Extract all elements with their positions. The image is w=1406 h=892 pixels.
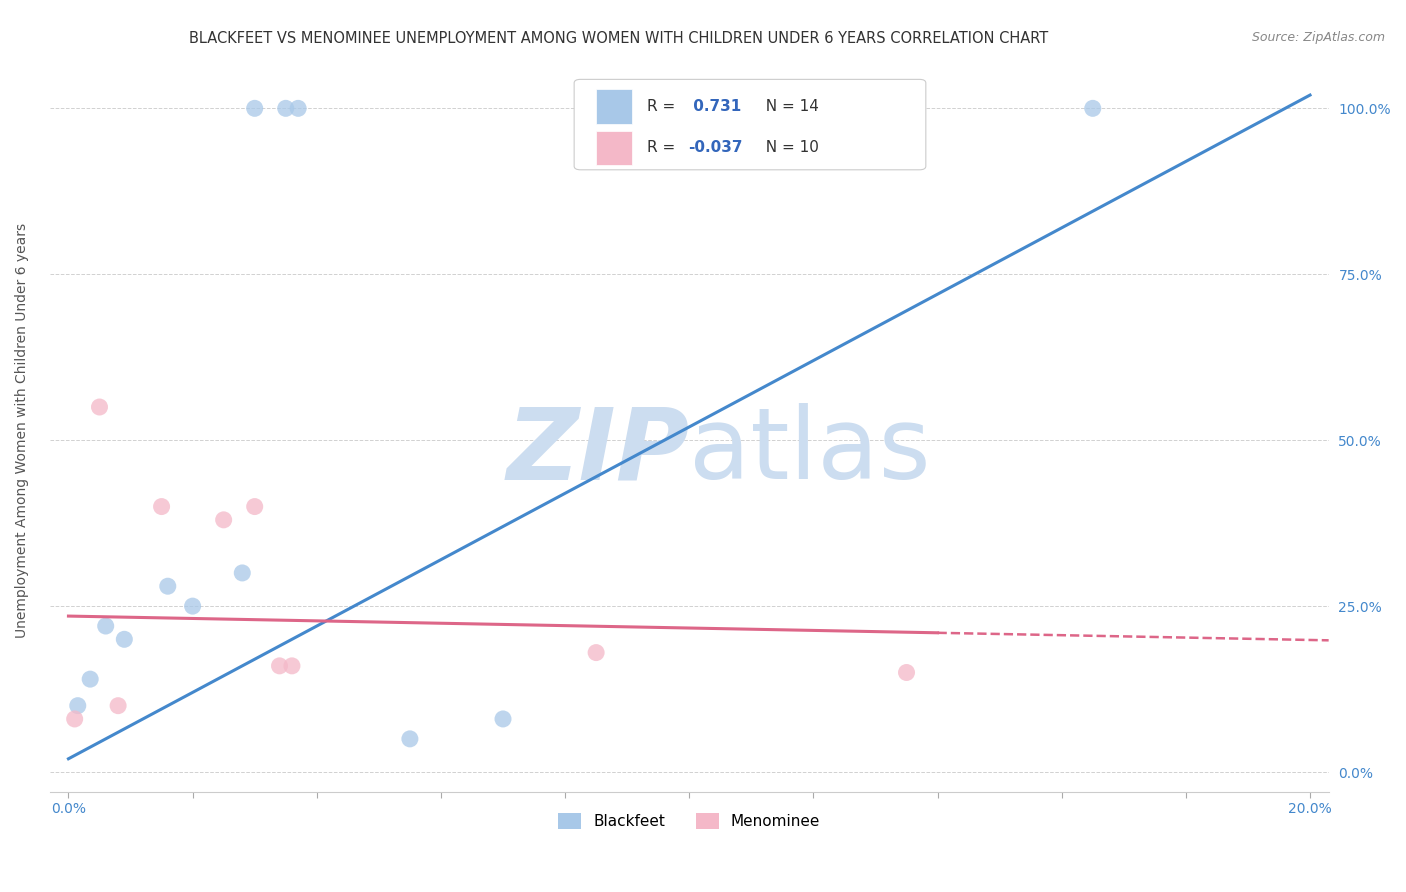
Point — [66, 698, 89, 713]
FancyBboxPatch shape — [596, 89, 631, 124]
Point — [63, 712, 86, 726]
Point — [212, 513, 235, 527]
Text: atlas: atlas — [689, 403, 931, 500]
Point — [89, 400, 111, 414]
FancyBboxPatch shape — [574, 79, 925, 169]
Text: R =: R = — [647, 99, 681, 114]
Y-axis label: Unemployment Among Women with Children Under 6 years: Unemployment Among Women with Children U… — [15, 223, 30, 638]
Text: -0.037: -0.037 — [688, 140, 742, 155]
Point — [156, 579, 179, 593]
Point — [79, 672, 101, 686]
Text: N = 14: N = 14 — [756, 99, 818, 114]
Legend: Blackfeet, Menominee: Blackfeet, Menominee — [553, 806, 827, 835]
Point — [112, 632, 135, 647]
Text: Source: ZipAtlas.com: Source: ZipAtlas.com — [1251, 31, 1385, 45]
Point — [274, 101, 297, 115]
FancyBboxPatch shape — [596, 130, 631, 165]
Point — [181, 599, 204, 614]
Point — [585, 646, 607, 660]
Point — [243, 500, 266, 514]
Text: N = 10: N = 10 — [756, 140, 818, 155]
Point — [231, 566, 253, 580]
Point — [709, 101, 731, 115]
Point — [399, 731, 422, 746]
Text: ZIP: ZIP — [506, 403, 689, 500]
Point — [150, 500, 173, 514]
Point — [1081, 101, 1104, 115]
Point — [287, 101, 309, 115]
Point — [94, 619, 117, 633]
Point — [896, 665, 918, 680]
Point — [492, 712, 515, 726]
Point — [243, 101, 266, 115]
Point — [107, 698, 129, 713]
Point — [269, 658, 291, 673]
Text: 0.731: 0.731 — [688, 99, 741, 114]
Point — [281, 658, 304, 673]
Text: R =: R = — [647, 140, 681, 155]
Text: BLACKFEET VS MENOMINEE UNEMPLOYMENT AMONG WOMEN WITH CHILDREN UNDER 6 YEARS CORR: BLACKFEET VS MENOMINEE UNEMPLOYMENT AMON… — [188, 31, 1049, 46]
